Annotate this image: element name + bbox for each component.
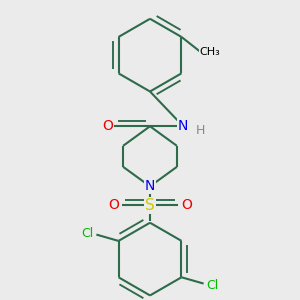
- Text: O: O: [181, 198, 192, 212]
- Text: O: O: [103, 119, 113, 133]
- Text: S: S: [145, 198, 155, 213]
- Text: CH₃: CH₃: [200, 47, 220, 57]
- Text: Cl: Cl: [81, 226, 94, 239]
- Text: H: H: [196, 124, 205, 137]
- Text: Cl: Cl: [206, 279, 219, 292]
- Text: N: N: [178, 119, 188, 133]
- Text: N: N: [145, 179, 155, 194]
- Text: O: O: [108, 198, 119, 212]
